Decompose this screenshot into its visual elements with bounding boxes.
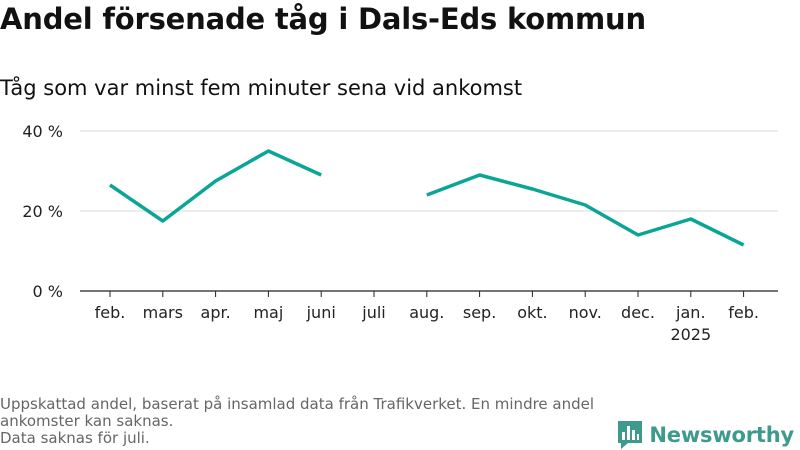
x-axis-ticks: feb. mars apr. maj juni juli aug. sep. okt. nov. d…: [95, 291, 759, 344]
x-tick-label: juli: [361, 303, 385, 322]
x-tick-label: dec.: [621, 303, 655, 322]
grid-lines: [80, 130, 778, 292]
x-tick-label: feb.: [728, 303, 759, 322]
brand-logo: Newsworthy: [617, 420, 794, 450]
bar-chart-speech-icon: [618, 421, 643, 449]
x-tick-label: apr.: [201, 303, 231, 322]
y-tick-label: 20 %: [22, 202, 63, 221]
x-tick-label: jan.: [675, 303, 705, 322]
line-chart: 0 % 20 % 40 % feb. mars apr. maj juni juli aug. s…: [22, 122, 778, 344]
x-tick-label: feb.: [95, 303, 126, 322]
series-line-segment: [426, 173, 745, 247]
series-lines: [109, 149, 745, 247]
x-tick-label: maj: [253, 303, 283, 322]
x-tick-label: nov.: [569, 303, 602, 322]
x-tick-label: mars: [143, 303, 183, 322]
footnote-line-1: Uppskattad andel, baserat på insamlad da…: [0, 395, 595, 430]
x-tick-label: sep.: [463, 303, 496, 322]
series-line-segment: [109, 149, 322, 223]
y-tick-label: 0 %: [33, 282, 63, 301]
footnote-line-2: Data saknas för juli.: [0, 429, 150, 447]
y-tick-label: 40 %: [22, 122, 63, 141]
chart-subtitle: Tåg som var minst fem minuter sena vid a…: [0, 76, 523, 100]
x-tick-label: juni: [306, 303, 336, 322]
brand-name: Newsworthy: [649, 423, 794, 447]
y-axis-ticks: 0 % 20 % 40 %: [22, 122, 63, 301]
chart-title: Andel försenade tåg i Dals-Eds kommun: [0, 2, 646, 36]
footnote: Uppskattad andel, baserat på insamlad da…: [0, 396, 640, 447]
x-tick-label: okt.: [517, 303, 547, 322]
x-year-label: 2025: [670, 325, 711, 344]
x-tick-label: aug.: [409, 303, 444, 322]
